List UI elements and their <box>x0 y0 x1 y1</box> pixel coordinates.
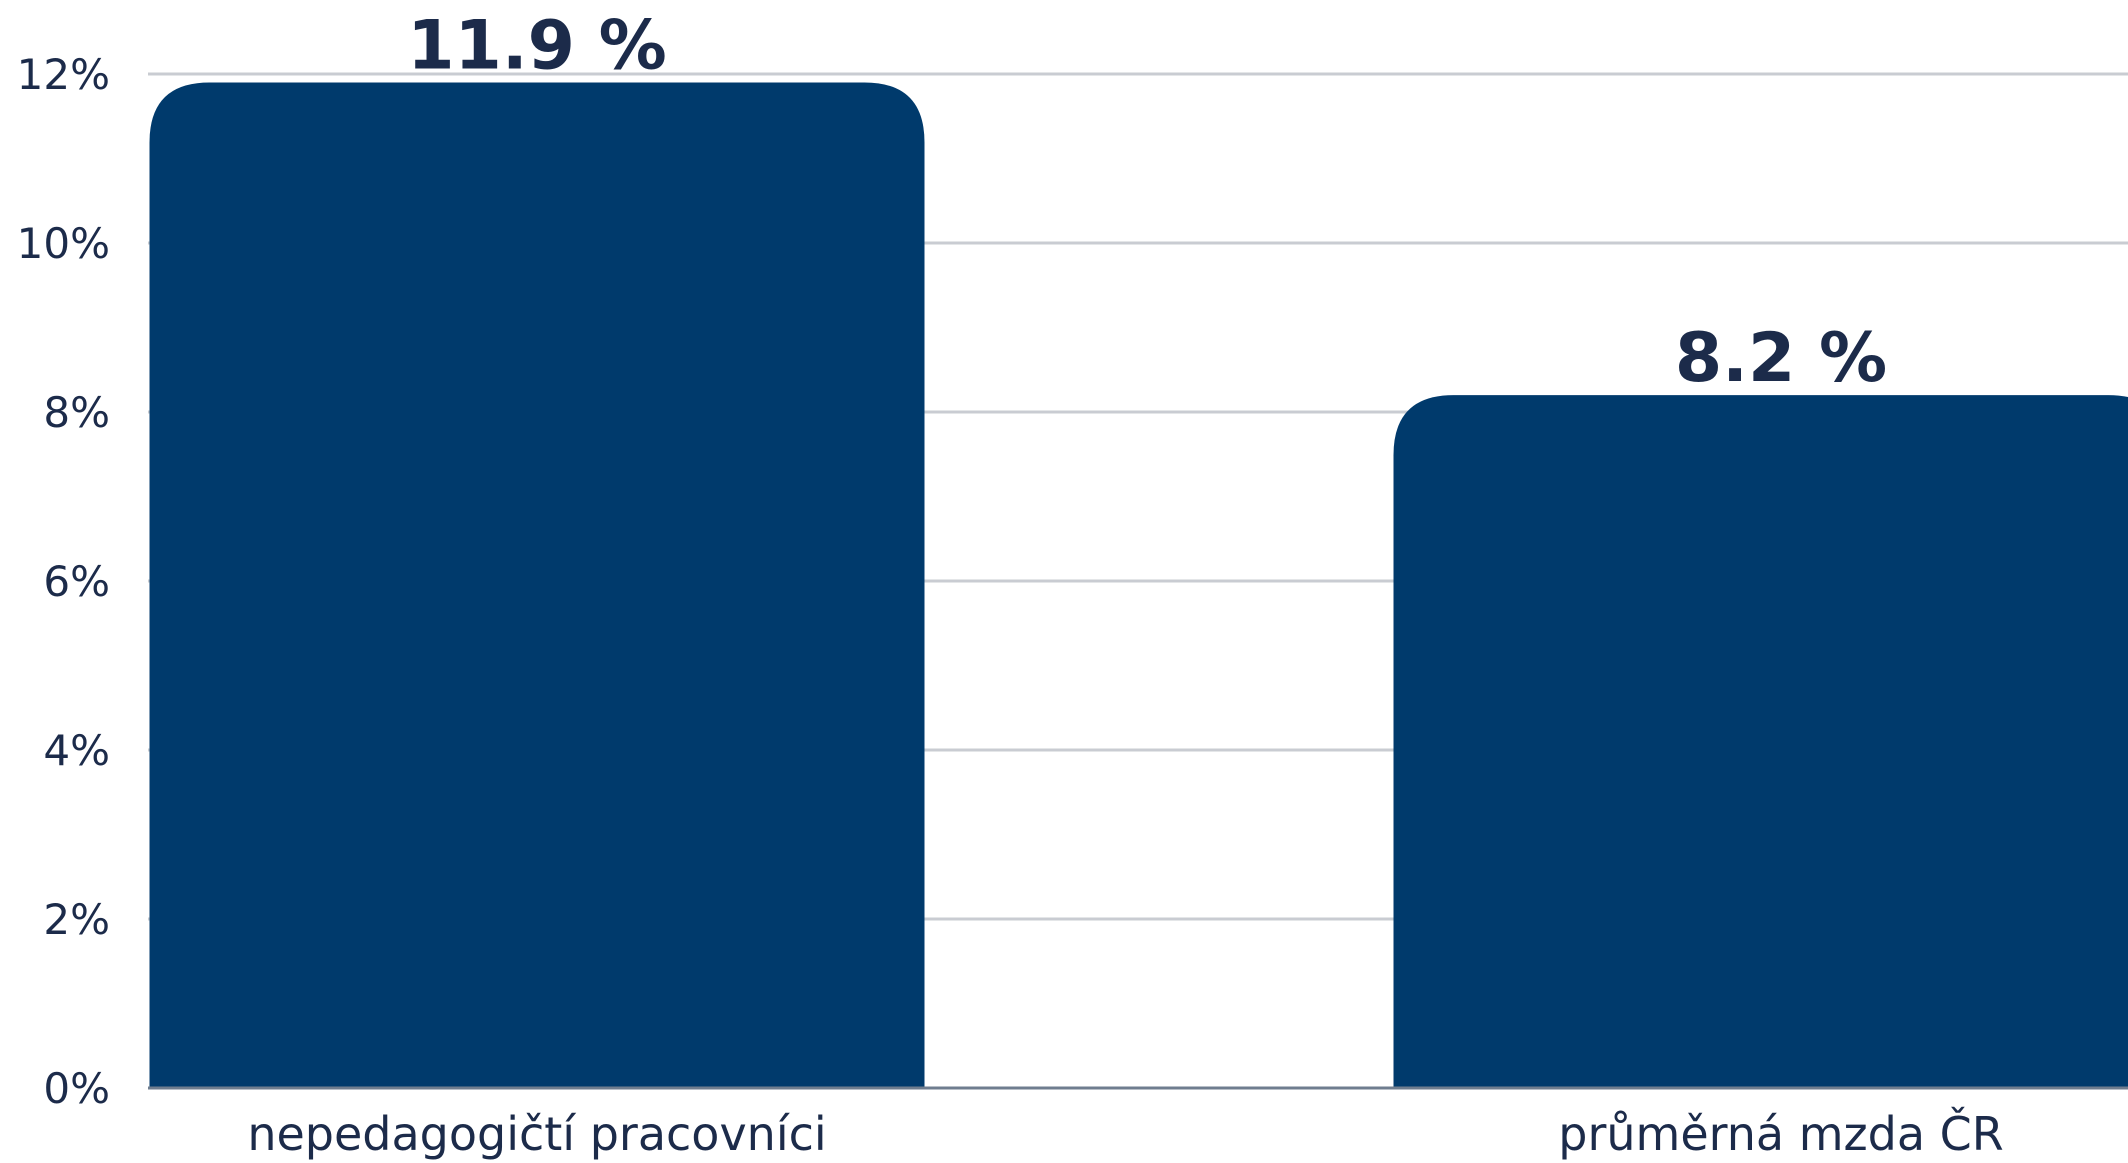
bar-1 <box>1393 395 2128 1088</box>
y-tick-labels: 0% 2% 4% 6% 8% 10% 12% <box>17 50 110 1113</box>
bar-0 <box>149 82 925 1088</box>
y-tick-label: 10% <box>17 219 110 268</box>
y-tick-label: 6% <box>43 557 110 606</box>
y-tick-label: 8% <box>43 388 110 437</box>
category-label: průměrná mzda ČR <box>1558 1106 2004 1161</box>
data-label: 8.2 % <box>1675 319 1887 398</box>
y-tick-label: 2% <box>43 895 110 944</box>
category-labels: nepedagogičtí pracovníci průměrná mzda ČR <box>247 1106 2003 1161</box>
y-tick-label: 4% <box>43 726 110 775</box>
category-label: nepedagogičtí pracovníci <box>247 1107 826 1161</box>
y-tick-label: 0% <box>43 1064 110 1113</box>
bars <box>149 82 2128 1088</box>
data-labels: 11.9 % 8.2 % <box>407 6 1887 398</box>
data-label: 11.9 % <box>407 6 667 85</box>
y-tick-label: 12% <box>17 50 110 99</box>
